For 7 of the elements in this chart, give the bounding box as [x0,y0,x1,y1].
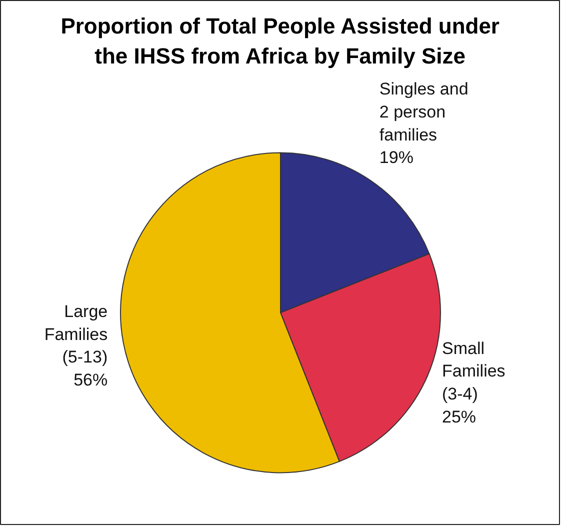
chart-title: Proportion of Total People Assisted under the IHSS from Africa by Family Size [60,13,500,68]
data-label: 56% [74,370,108,390]
data-label: 25% [442,407,476,426]
slice-label: Small Families (3-4) [442,338,506,404]
slice-label: Singles and 2 person families [379,80,468,144]
data-label: 19% [379,148,414,168]
slice-label: Large Families (5-13) [44,302,108,367]
